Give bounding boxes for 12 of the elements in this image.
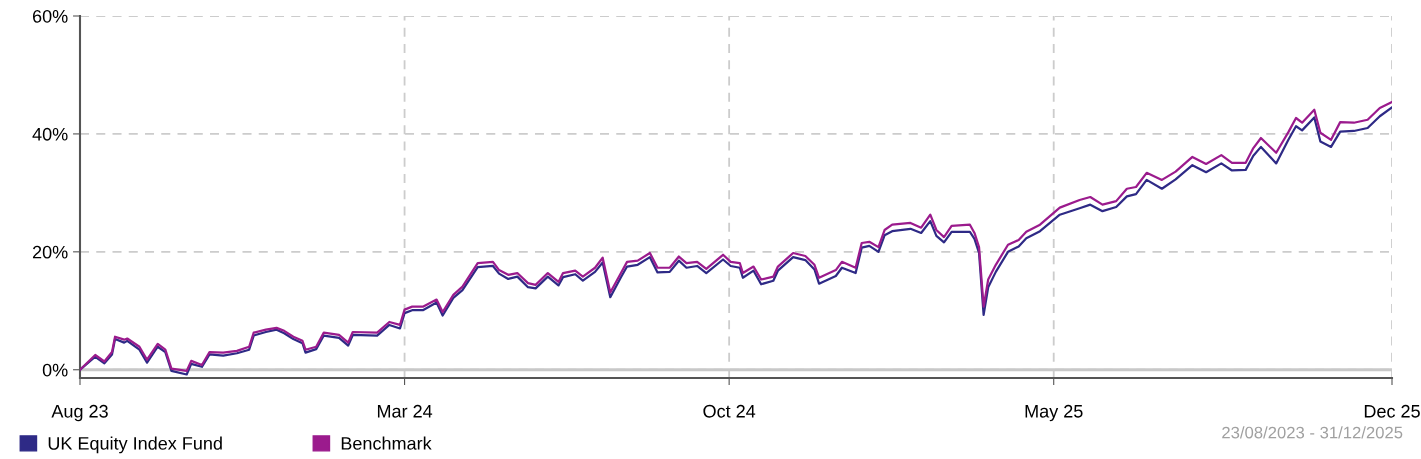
x-tick-label: May 25	[1025, 404, 1083, 422]
legend-label: Benchmark	[341, 436, 432, 450]
x-tick-label: Aug 23	[51, 404, 108, 422]
y-tick-label: 60%	[32, 9, 68, 23]
x-tick-label: Mar 24	[377, 404, 433, 418]
y-tick-label: 20%	[32, 245, 68, 259]
x-tick-label: Dec 25	[1364, 404, 1420, 418]
text: 23/08/2023 - 31/12/2025	[1222, 426, 1403, 439]
y-tick-label: 40%	[32, 127, 68, 141]
legend-label: UK Equity Index Fund	[48, 436, 222, 454]
x-tick-label: Oct 24	[703, 404, 756, 418]
y-tick-label: 0%	[42, 363, 68, 377]
